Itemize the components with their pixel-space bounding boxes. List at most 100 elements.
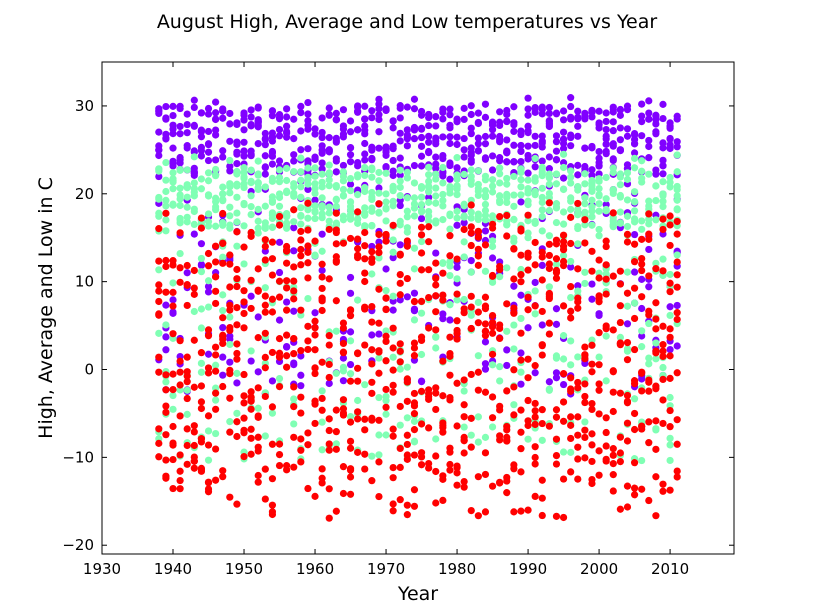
data-point-series-3: [574, 298, 582, 306]
data-point-series-1: [283, 129, 291, 137]
data-point-series-3: [609, 367, 617, 375]
data-point-series-3: [439, 291, 447, 299]
data-point-series-1: [439, 154, 447, 163]
data-point-series-3: [368, 360, 376, 368]
data-point-series-3: [297, 236, 305, 244]
data-point-series-1: [410, 289, 419, 297]
data-point-series-3: [169, 370, 177, 378]
data-point-series-1: [659, 144, 667, 152]
data-point-series-1: [290, 115, 298, 123]
data-point-series-3: [361, 242, 369, 250]
data-point-series-3: [467, 414, 475, 422]
data-point-series-2: [425, 207, 433, 216]
data-point-series-3: [659, 341, 667, 349]
data-point-series-3: [261, 392, 269, 401]
data-point-series-1: [396, 129, 404, 137]
data-point-series-3: [588, 341, 596, 349]
y-tick-label: 0: [84, 361, 94, 379]
data-point-series-2: [361, 187, 369, 196]
data-point-series-2: [460, 387, 468, 395]
data-point-series-3: [212, 242, 220, 250]
data-point-series-3: [503, 387, 511, 395]
data-point-series-2: [204, 303, 213, 311]
data-point-series-2: [197, 175, 206, 183]
data-point-series-3: [325, 440, 333, 448]
x-tick-label: 2010: [651, 560, 689, 578]
data-point-series-3: [574, 384, 582, 392]
data-point-series-1: [410, 135, 419, 143]
data-point-series-3: [538, 253, 546, 261]
data-point-series-2: [226, 203, 234, 211]
data-point-series-3: [311, 324, 319, 332]
data-point-series-3: [275, 461, 284, 470]
data-point-series-1: [567, 263, 575, 271]
data-point-series-2: [510, 202, 518, 210]
data-point-series-2: [595, 353, 603, 361]
data-point-series-1: [361, 150, 369, 158]
data-point-series-1: [488, 121, 497, 129]
data-point-series-3: [474, 308, 482, 316]
data-point-series-3: [354, 245, 362, 253]
data-point-series-3: [254, 471, 262, 480]
data-point-series-3: [581, 355, 589, 363]
data-point-series-3: [354, 408, 362, 416]
data-point-series-3: [311, 419, 319, 428]
data-point-series-2: [219, 190, 227, 198]
data-point-series-3: [559, 370, 568, 378]
data-point-series-1: [453, 263, 461, 271]
data-point-series-1: [517, 127, 525, 135]
data-point-series-2: [453, 214, 461, 222]
data-point-series-2: [630, 207, 639, 215]
data-point-series-2: [467, 176, 475, 185]
x-tick-label: 1990: [509, 560, 547, 578]
data-point-series-3: [467, 223, 475, 231]
data-point-series-3: [460, 477, 468, 486]
data-point-series-3: [630, 491, 639, 499]
data-point-series-1: [368, 242, 376, 251]
data-point-series-3: [396, 347, 404, 355]
data-point-series-3: [630, 258, 639, 266]
data-point-series-2: [666, 393, 674, 402]
data-point-series-2: [439, 216, 447, 224]
data-point-series-3: [375, 348, 383, 356]
data-point-series-2: [645, 360, 653, 368]
data-point-series-3: [488, 393, 497, 401]
data-point-series-3: [474, 228, 482, 236]
data-point-series-3: [304, 226, 312, 234]
data-point-series-2: [659, 178, 667, 186]
data-point-series-3: [318, 394, 326, 403]
data-point-series-2: [162, 202, 170, 210]
data-point-series-3: [673, 369, 681, 377]
data-point-series-3: [226, 493, 234, 501]
data-point-series-3: [197, 435, 206, 443]
data-point-series-2: [226, 183, 234, 191]
data-point-series-3: [354, 349, 362, 357]
data-point-series-3: [638, 260, 646, 268]
data-point-series-1: [481, 338, 490, 346]
data-point-series-3: [638, 387, 646, 395]
data-point-series-2: [382, 392, 390, 401]
data-point-series-2: [666, 456, 674, 465]
data-point-series-3: [268, 308, 277, 316]
data-point-series-3: [368, 318, 376, 326]
data-point-series-1: [190, 164, 198, 172]
data-point-series-3: [524, 417, 532, 425]
data-point-series-2: [524, 176, 532, 184]
data-point-series-2: [297, 220, 305, 228]
data-point-series-2: [354, 191, 362, 199]
data-point-series-1: [396, 241, 404, 249]
x-tick-label: 2000: [580, 560, 618, 578]
data-point-series-1: [247, 106, 255, 114]
data-point-series-2: [382, 217, 390, 225]
data-point-series-3: [325, 514, 333, 522]
data-point-series-2: [226, 189, 234, 197]
data-point-series-1: [417, 107, 426, 116]
x-tick-label: 1930: [83, 560, 121, 578]
data-point-series-2: [169, 391, 177, 400]
data-point-series-2: [432, 219, 440, 227]
data-point-series-3: [311, 364, 319, 372]
data-point-series-3: [169, 441, 177, 449]
data-point-series-3: [332, 240, 340, 248]
data-point-series-1: [155, 128, 163, 136]
data-point-series-2: [517, 265, 525, 274]
